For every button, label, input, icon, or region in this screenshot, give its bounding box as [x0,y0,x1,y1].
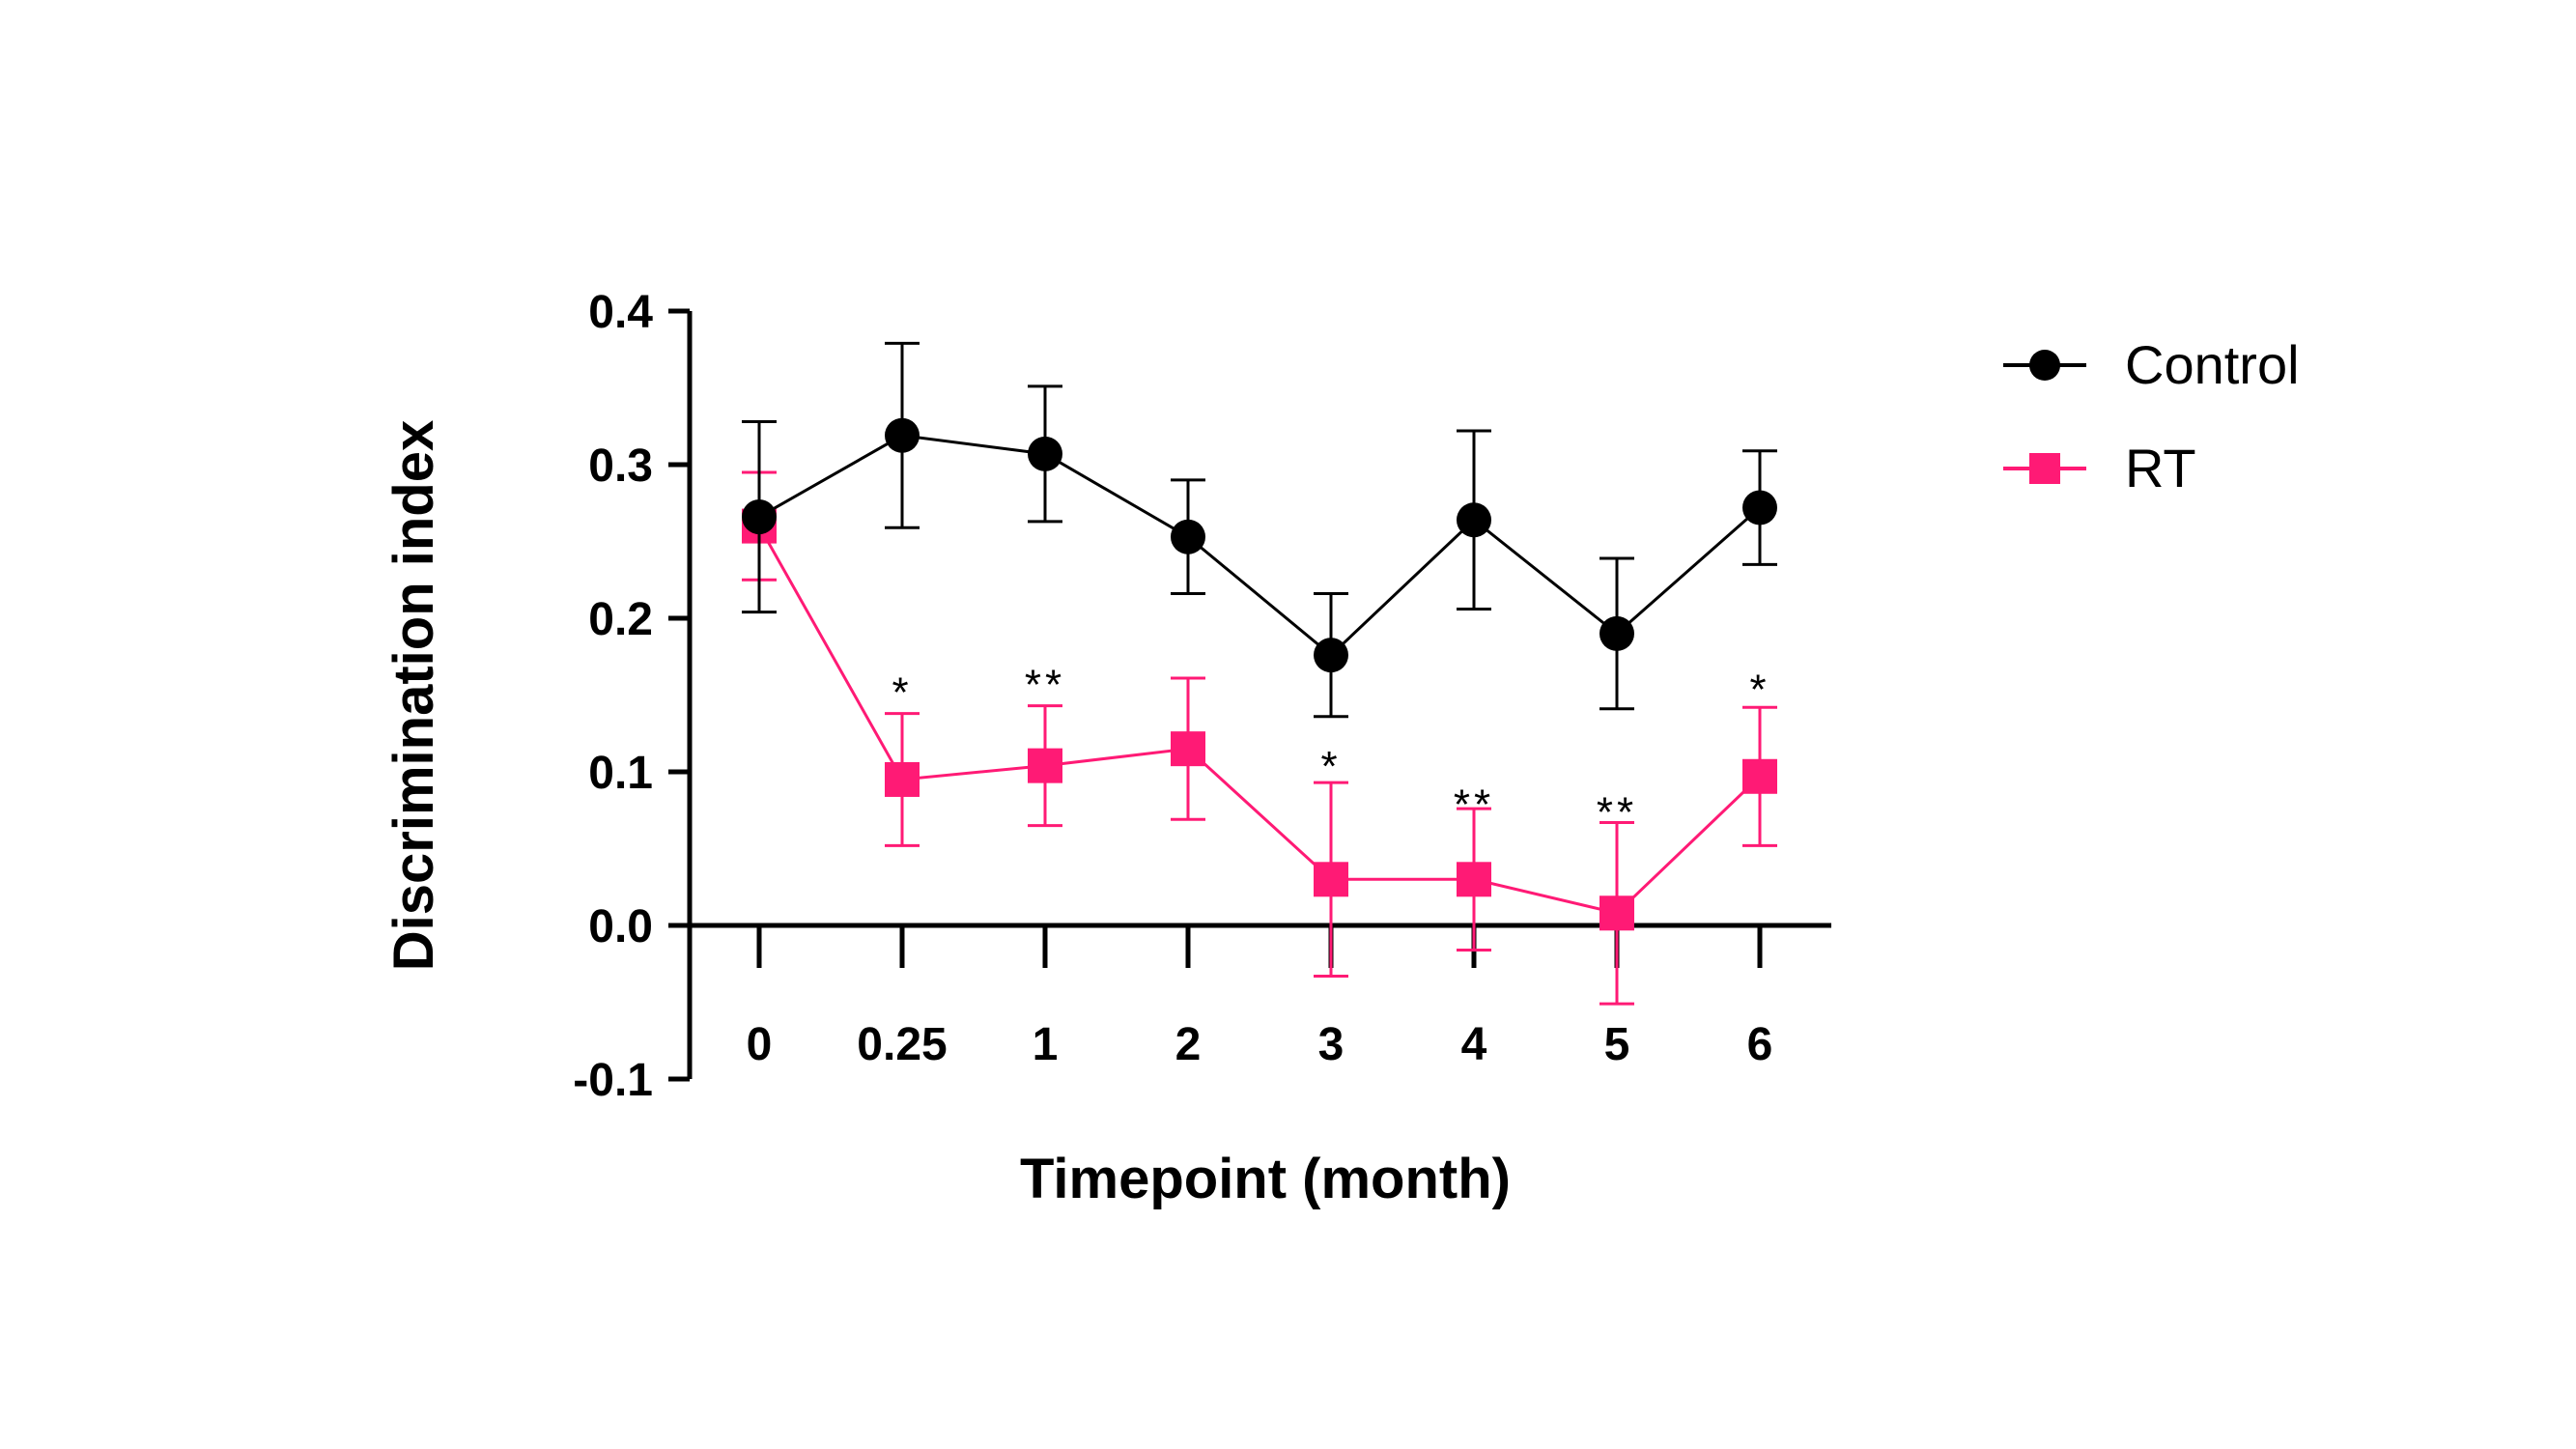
x-tick-label: 3 [1318,1019,1345,1070]
legend-rt-label: RT [2125,438,2196,498]
y-axis-title: Discrimination index [382,420,445,971]
annotation-layer: * ***** *** [892,662,1769,837]
data-point-control [1599,615,1634,651]
legend: Control RT [2003,334,2300,498]
y-ticks: -0.1 0.0 0.1 0.2 0.3 0.4 [573,287,690,1106]
significance-label: * [1320,743,1341,790]
axes [687,311,1831,1079]
significance-label: ** [1025,662,1065,709]
x-axis-title: Timepoint (month) [1020,1148,1511,1210]
x-tick-label: 5 [1604,1019,1630,1070]
data-point-rt [1314,862,1348,897]
x-tick-label: 4 [1461,1019,1487,1070]
x-tick-label: 0.25 [857,1019,947,1070]
data-point-control [885,417,920,453]
significance-label: ** [1454,781,1494,829]
x-tick-label: 1 [1033,1019,1059,1070]
x-ticks: 0 0.25 1 2 3 4 5 6 [747,925,1773,1070]
data-point-rt [1742,758,1777,794]
x-tick-label: 0 [747,1019,773,1070]
data-point-control [1457,502,1491,538]
legend-control-marker [2029,350,2060,381]
data-point-rt [1028,748,1062,783]
data-point-rt [1599,895,1634,931]
legend-rt-marker [2029,453,2060,484]
data-point-control [742,499,777,535]
y-tick-label: 0.1 [588,748,653,799]
data-point-control [1028,436,1062,471]
series-rt [742,470,1777,1006]
legend-control-label: Control [2125,334,2300,395]
y-tick-label: 0.3 [588,440,653,492]
legend-item-rt: RT [2003,438,2196,498]
series-line-rt [757,525,1762,915]
data-point-control [1171,519,1205,554]
series-control [742,341,1777,719]
data-point-rt [885,761,920,797]
series-line-control [758,434,1761,658]
y-tick-label: -0.1 [573,1055,653,1106]
legend-item-control: Control [2003,334,2300,395]
significance-label: * [892,669,912,717]
x-tick-label: 6 [1747,1019,1773,1070]
y-tick-label: 0.2 [588,594,653,645]
x-tick-label: 2 [1175,1019,1202,1070]
data-point-control [1742,490,1777,526]
y-tick-label: 0.0 [588,901,653,952]
data-point-rt [1457,862,1491,897]
series-layer [742,341,1777,1006]
data-point-control [1314,638,1348,673]
significance-label: * [1749,666,1769,713]
y-tick-label: 0.4 [588,287,653,338]
significance-label: ** [1597,789,1637,837]
data-point-rt [1171,731,1205,767]
